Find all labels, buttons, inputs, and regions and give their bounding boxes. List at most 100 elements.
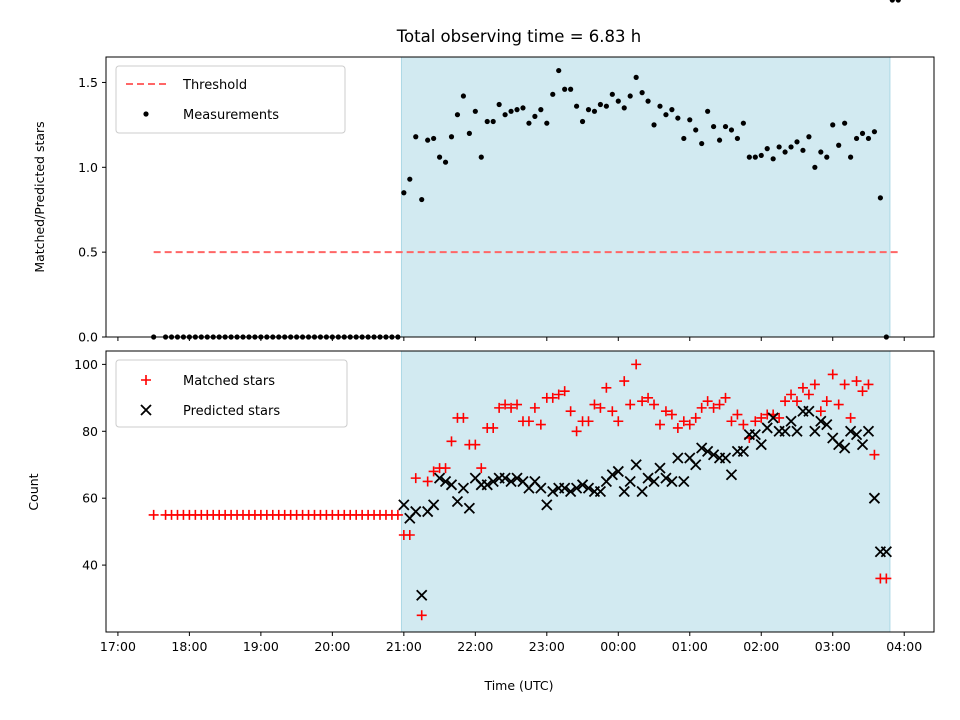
predicted-star-point [642,472,654,484]
measurement-point [484,118,490,125]
measurement-point [663,112,669,118]
predicted-star-point [850,428,863,441]
matched-star-point [791,396,802,407]
bottom-y-ticks: 40 60 80 100 [74,357,106,573]
measurement-point [621,105,627,111]
bottom-legend: Matched stars Predicted stars [115,359,348,428]
predicted-star-point [499,472,511,484]
matched-star-point [625,399,636,410]
x-tick-label: 19:00 [243,639,279,654]
matched-star-point [643,392,654,403]
measurement-point [669,107,675,113]
predicted-star-point [654,462,666,474]
x-tick-label: 03:00 [815,639,851,654]
matched-star-point [738,419,749,430]
observing-window-shade-bottom [400,350,891,633]
predicted-star-point [844,425,857,437]
x-tick-label: 17:00 [100,639,136,654]
matched-star-point [559,386,570,397]
predicted-star-point [737,445,750,457]
measurement-point [407,176,413,182]
predicted-star-point [481,479,493,491]
x-tick-label: 20:00 [314,639,350,654]
matched-star-point [815,406,826,417]
matched-star-point [660,406,671,417]
predicted-star-point [648,475,660,488]
measurement-point [734,135,741,142]
predicted-star-point [547,485,559,498]
bottom-panel: 40 60 80 100 17:00 18:00 19:00 20:00 21:00 22:00… [26,350,935,693]
measurement-point [824,154,830,160]
measurement-point [645,98,651,104]
measurement-point [853,135,860,142]
measurement-point [687,117,693,123]
predicted-star-point [559,482,571,494]
y-tick-label: 1.5 [78,75,98,90]
predicted-star-point [702,445,714,457]
measurement-point [579,118,586,125]
predicted-star-point [624,475,636,488]
predicted-star-point [672,452,684,464]
predicted-star-point [839,442,851,454]
predicted-star-point [856,439,869,451]
predicted-star-point [576,479,589,491]
counts-layer [149,359,892,621]
predicted-star-point [630,459,642,471]
measurement-point [454,112,461,118]
y-tick-label: 80 [82,424,98,439]
predicted-star-point [541,499,553,511]
matched-star-point [571,426,582,437]
predicted-star-point [815,415,827,427]
legend-box [115,65,346,134]
x-tick-label: 00:00 [600,639,636,654]
matched-star-point [404,529,415,540]
measurement-point [550,91,556,97]
predicted-star-point [719,452,732,464]
matched-star-point [774,412,785,423]
measurement-point [472,108,478,114]
matched-star-point [696,402,707,413]
matched-star-point [780,396,791,407]
predicted-star-point [427,499,440,511]
measurement-point [842,120,848,126]
x-tick-label: 22:00 [457,639,493,654]
measurement-point [871,129,878,135]
predicted-star-point [636,485,648,498]
measurement-point [710,123,717,130]
measurement-point [585,107,592,113]
matched-star-point [881,573,892,584]
measurement-point [716,137,723,143]
predicted-star-point [439,475,452,488]
predicted-star-point [416,589,428,601]
measurement-point [419,196,425,203]
measurement-point [520,105,526,111]
predicted-star-point [755,439,767,451]
measurement-point [848,154,854,160]
measurement-point [895,0,901,3]
measurement-point [722,123,729,130]
top-x-ticks [117,337,905,341]
matched-star-point [684,419,695,430]
x-tick-label: 23:00 [529,639,565,654]
top-y-ticks: 0.0 0.5 1.0 1.5 [78,75,106,345]
matched-star-point [637,396,648,407]
predicted-star-point [779,425,791,437]
y-tick-label: 60 [82,491,98,506]
matched-star-point [440,463,451,474]
predicted-star-point [785,415,797,427]
matched-star-point [857,386,868,397]
measurement-point [573,103,580,109]
chart-title: Total observing time = 6.83 h [396,27,641,46]
measurement-point [877,195,883,201]
measurement-point [788,144,794,150]
predicted-star-point [612,465,624,478]
measurement-point [764,146,770,152]
measurement-point [526,120,532,126]
legend-threshold-label: Threshold [182,78,247,93]
matched-star-point [595,402,606,413]
measurement-point [401,190,407,196]
predicted-star-point [791,425,803,437]
predicted-star-point [457,482,470,494]
matched-star-point [529,402,540,413]
